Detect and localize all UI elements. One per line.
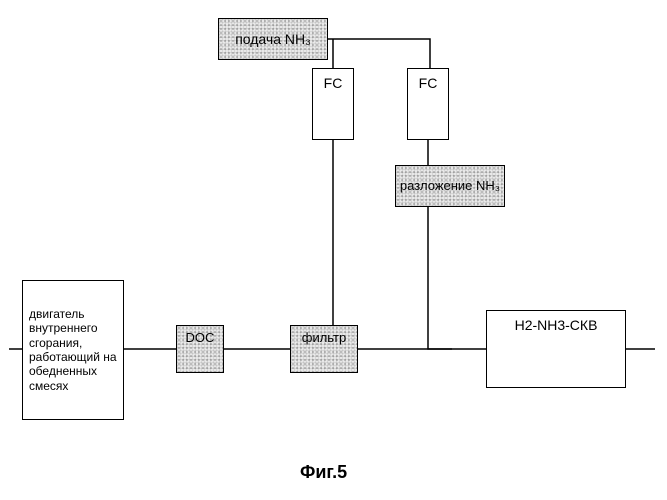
- node-label: FC: [419, 75, 438, 92]
- node-scr: H2-NH3-СКВ: [486, 310, 626, 388]
- caption-text: Фиг.5: [300, 462, 347, 482]
- node-label: DOC: [186, 330, 215, 346]
- node-nh3-supply: подача NH₃: [218, 18, 328, 60]
- node-label: разложение NH₃: [400, 178, 500, 194]
- node-label: H2-NH3-СКВ: [515, 317, 598, 334]
- node-filter: фильтр: [290, 325, 358, 373]
- node-fc2: FC: [407, 68, 449, 140]
- node-label: FC: [324, 75, 343, 92]
- node-label: подача NH₃: [235, 31, 311, 48]
- node-decompose: разложение NH₃: [395, 165, 505, 207]
- node-label: фильтр: [302, 330, 346, 346]
- node-doc: DOC: [176, 325, 224, 373]
- figure-caption: Фиг.5: [300, 462, 347, 483]
- node-fc1: FC: [312, 68, 354, 140]
- node-engine: двигатель внутреннего сгорания, работающ…: [22, 280, 124, 420]
- node-label: двигатель внутреннего сгорания, работающ…: [29, 307, 117, 393]
